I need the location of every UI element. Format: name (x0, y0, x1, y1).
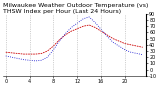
Text: Milwaukee Weather Outdoor Temperature (vs) THSW Index per Hour (Last 24 Hours): Milwaukee Weather Outdoor Temperature (v… (3, 3, 148, 14)
